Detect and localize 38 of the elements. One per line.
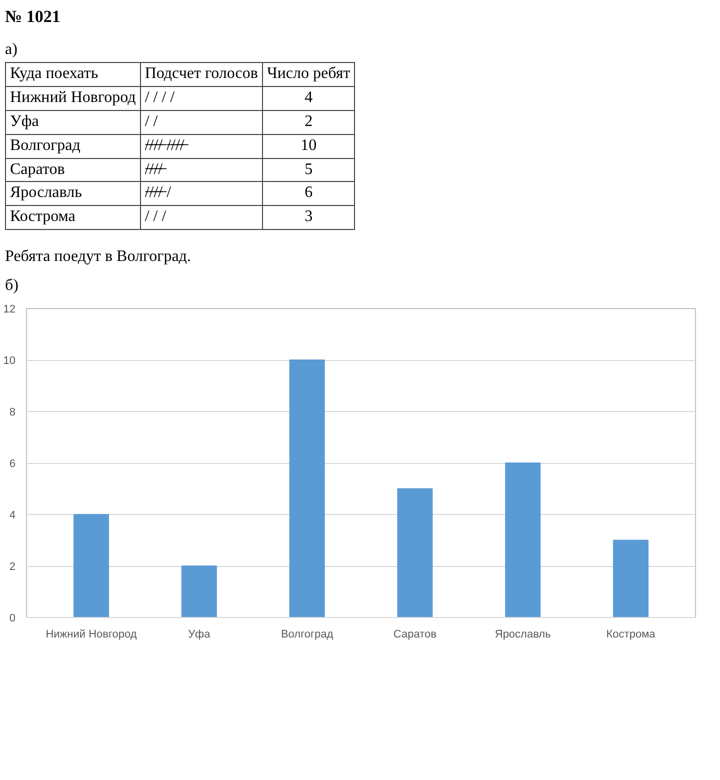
- text: 4: [262, 86, 355, 110]
- y-tick-label: 10: [3, 354, 16, 367]
- text: а): [5, 41, 18, 58]
- category-label: Уфа: [10, 112, 39, 130]
- category-label: Саратов: [10, 160, 65, 178]
- category-label: Ярославль: [10, 184, 82, 202]
- text: /̶/̶/̶/̶ /̶/̶/̶/̶: [140, 134, 262, 158]
- text: / /: [140, 110, 262, 134]
- y-tick-label: 4: [9, 509, 16, 522]
- text: 3: [262, 206, 355, 230]
- text: 2: [262, 110, 355, 134]
- y-tick-label: 12: [3, 303, 16, 316]
- text: / / /: [140, 206, 262, 230]
- y-tick-label: 6: [9, 458, 16, 470]
- x-tick-label: Ярославль: [494, 628, 552, 640]
- category-label: Кострома: [10, 208, 76, 226]
- y-tick-label: 8: [9, 406, 16, 418]
- y-tick-label: 0: [9, 612, 16, 624]
- x-tick-label: Кострома: [606, 628, 656, 640]
- text: 5: [262, 158, 355, 182]
- text: /̶/̶/̶/̶: [140, 158, 262, 182]
- y-tick-label: 2: [9, 560, 16, 573]
- text: б): [5, 276, 20, 296]
- text: / / / /: [140, 86, 262, 110]
- category-label: Нижний Новгород: [10, 88, 136, 106]
- x-tick-label: Уфа: [188, 628, 212, 640]
- text: 6: [262, 182, 355, 206]
- text: Куда поехать: [6, 62, 140, 86]
- text: 10: [262, 134, 355, 158]
- chart-title: № 1021: [5, 6, 60, 28]
- category-label: Волгоград: [10, 136, 80, 154]
- text: Число ребят: [262, 62, 355, 86]
- text: Подсчет голосов: [140, 62, 262, 86]
- text: Ребята поедут в Волгоград.: [5, 247, 192, 268]
- text: /̶/̶/̶/̶ /: [140, 182, 262, 206]
- x-tick-label: Волгоград: [280, 628, 334, 640]
- x-tick-label: Нижний Новгород: [46, 628, 138, 640]
- x-tick-label: Саратов: [393, 628, 437, 640]
